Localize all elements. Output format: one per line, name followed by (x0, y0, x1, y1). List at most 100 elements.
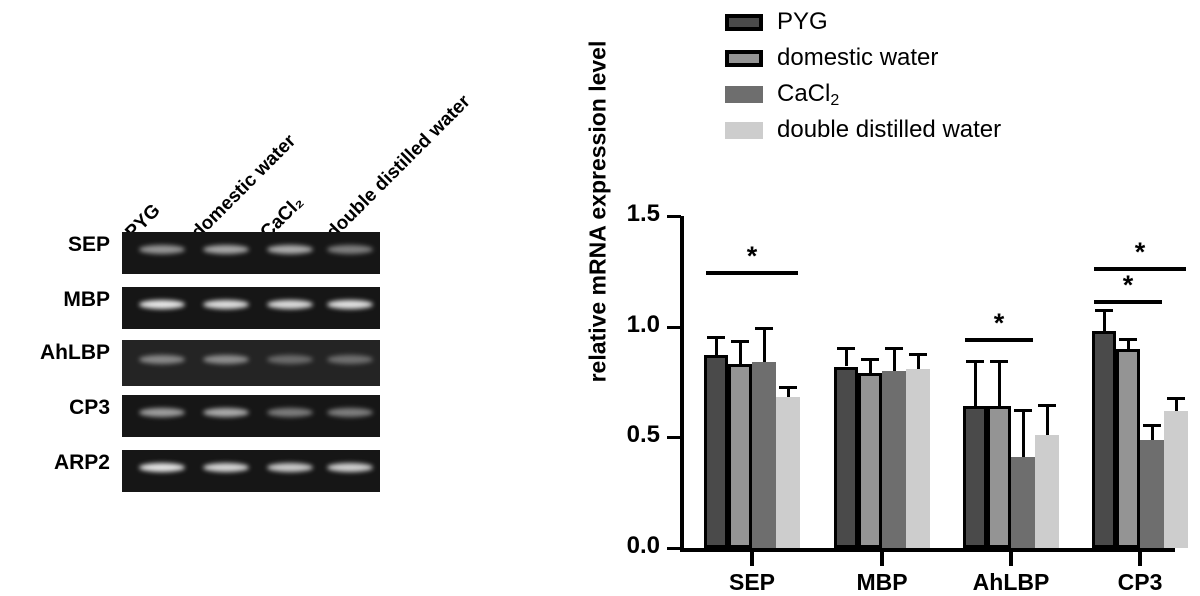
y-axis-line (680, 216, 684, 552)
legend-item-3[interactable]: double distilled water (725, 112, 1001, 148)
x-axis-line (680, 548, 1175, 552)
y-axis-tick-label: 0.5 (626, 421, 660, 449)
error-bar-cap (731, 339, 749, 343)
chart-legend: PYG domestic water CaCl2 double distilled w… (725, 4, 1001, 148)
gel-row-label-ahlbp: AhLBP (40, 341, 110, 364)
significance-asterisk: * (993, 307, 1005, 338)
legend-item-label: CaCl2 (777, 80, 840, 109)
error-bar-stem (1046, 404, 1049, 436)
x-axis-tick-label-cp3: CP3 (1117, 569, 1163, 595)
gel-band (267, 245, 313, 255)
legend-item-1[interactable]: domestic water (725, 40, 1001, 76)
error-bar-cap (707, 335, 725, 339)
error-bar-cap (885, 346, 903, 350)
bar-sep-double-distilled-water (776, 397, 800, 548)
error-bar-stem (763, 326, 766, 363)
bar-ahlbp-double-distilled-water (1035, 435, 1059, 548)
x-axis-tick-label-mbp: MBP (856, 569, 908, 595)
gel-band (327, 463, 373, 473)
error-bar-cap (1143, 424, 1161, 428)
error-bar-stem (869, 357, 872, 374)
significance-line (706, 271, 798, 276)
y-axis-tick-mark (667, 547, 681, 550)
bar-cp3-cacl2 (1140, 439, 1164, 548)
plot-area: relative mRNA expression level 0.0 0.5 1.0… (560, 0, 1200, 596)
bar-cp3-double-distilled-water (1164, 410, 1188, 548)
gel-row-cp3 (122, 395, 380, 437)
gel-band (139, 245, 185, 255)
y-axis-tick-label: 0.0 (626, 532, 660, 559)
error-bar-stem (787, 386, 790, 398)
legend-item-label: PYG (777, 8, 828, 35)
bar-mbp-cacl2 (882, 370, 906, 548)
x-axis-tick-mark (1138, 552, 1142, 566)
significance-line (1094, 300, 1162, 305)
gel-row-ahlbp (122, 340, 380, 386)
gel-lane-label-double-distilled-water: double distilled water (322, 91, 475, 244)
gel-band (327, 408, 373, 418)
gel-row-label-mbp: MBP (63, 288, 110, 311)
gel-band (267, 463, 313, 473)
error-bar-stem (1127, 337, 1130, 349)
y-axis-tick-label: 1.5 (626, 200, 660, 227)
gel-band (203, 300, 249, 310)
error-bar-stem (998, 359, 1001, 407)
x-axis-tick-mark (880, 552, 884, 566)
error-bar-cap (861, 357, 879, 361)
error-bar-stem (917, 353, 920, 369)
error-bar-cap (837, 346, 855, 350)
error-bar-cap (966, 359, 984, 363)
bar-sep-domestic-water (728, 364, 752, 548)
gel-electrophoresis-panel: PYG domestic water CaCl₂ double distille… (0, 0, 560, 596)
error-bar-stem (974, 359, 977, 407)
bar-ahlbp-pyg (963, 406, 987, 548)
gel-row-arp2 (122, 450, 380, 492)
bar-mbp-double-distilled-water (906, 368, 930, 548)
significance-asterisk: * (746, 241, 758, 272)
gel-band (203, 463, 249, 473)
y-axis-tick-label: 1.0 (626, 310, 660, 338)
legend-item-0[interactable]: PYG (725, 4, 1001, 40)
error-bar-cap (1119, 337, 1137, 341)
gel-row-label-sep: SEP (67, 233, 110, 256)
gel-band (267, 354, 313, 364)
gel-band (267, 300, 313, 310)
bar-sep-pyg (704, 355, 728, 548)
bar-chart-panel: PYG domestic water CaCl2 double distilled w… (560, 0, 1200, 596)
error-bar-stem (739, 339, 742, 365)
legend-swatch-icon (725, 121, 763, 139)
gel-band (139, 463, 185, 473)
gel-band (327, 354, 373, 364)
y-axis-tick-mark (667, 325, 681, 329)
bar-cp3-pyg (1092, 331, 1116, 548)
error-bar-stem (1151, 424, 1154, 440)
error-bar-cap (1167, 397, 1185, 401)
significance-asterisk: * (1134, 236, 1146, 267)
y-axis-tick-mark (667, 215, 681, 218)
gel-band (327, 245, 373, 255)
error-bar-cap (1038, 404, 1056, 408)
legend-item-label: double distilled water (777, 116, 1002, 143)
error-bar-stem (715, 335, 718, 356)
legend-swatch-icon (725, 13, 763, 31)
gel-band (203, 354, 249, 364)
gel-band (203, 245, 249, 255)
gel-row-label-arp2: ARP2 (53, 451, 110, 474)
legend-item-2[interactable]: CaCl2 (725, 76, 1001, 112)
bar-mbp-domestic-water (858, 373, 882, 548)
error-bar-stem (1022, 408, 1025, 458)
x-axis-tick-label-sep: SEP (728, 569, 776, 595)
gel-band (139, 408, 185, 418)
gel-row-sep (122, 232, 380, 274)
gel-band (139, 354, 185, 364)
significance-asterisk: * (1122, 270, 1134, 301)
error-bar-stem (1175, 397, 1178, 411)
gel-band (267, 408, 313, 418)
error-bar-cap (779, 386, 797, 390)
error-bar-stem (1103, 308, 1106, 332)
gel-band (139, 300, 185, 310)
significance-line (965, 337, 1033, 342)
bar-mbp-pyg (834, 366, 858, 548)
error-bar-cap (909, 353, 927, 357)
error-bar-cap (755, 326, 773, 330)
